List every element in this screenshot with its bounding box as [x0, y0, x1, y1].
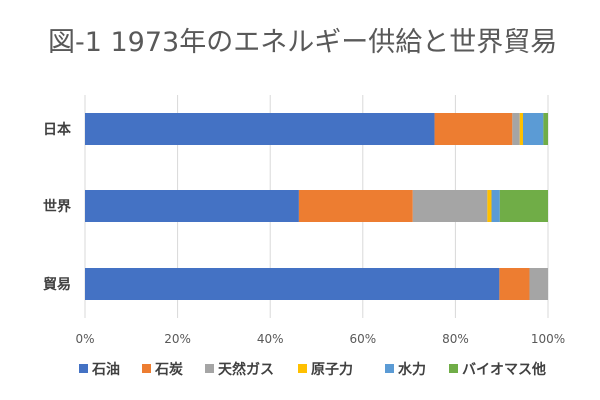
- x-tick-labels: 0% 20% 40% 60% 80% 100%: [75, 332, 565, 346]
- legend-swatch-2: [205, 364, 214, 373]
- legend-swatch-1: [142, 364, 151, 373]
- legend: 石油 石炭 天然ガス 原子力 水力 バイオマス他: [79, 361, 546, 378]
- x-tick-label-2: 40%: [257, 332, 284, 346]
- bar-segment-0-2: [512, 113, 520, 145]
- x-tick-label-1: 20%: [164, 332, 191, 346]
- legend-swatch-3: [298, 364, 307, 373]
- category-label-0: 日本: [43, 121, 72, 138]
- x-tick-label-5: 100%: [531, 332, 565, 346]
- bar-segment-2-2: [529, 268, 548, 300]
- category-label-1: 世界: [43, 198, 72, 215]
- bar-segment-0-0: [85, 113, 435, 145]
- category-label-2: 貿易: [43, 276, 71, 293]
- legend-label-1: 石炭: [154, 361, 183, 378]
- bar-segment-1-2: [412, 190, 488, 222]
- bar-segment-2-0: [85, 268, 500, 300]
- legend-label-5: バイオマス他: [462, 361, 546, 378]
- bar-segment-0-4: [522, 113, 544, 145]
- bar-segment-0-1: [434, 113, 513, 145]
- x-tick-label-4: 80%: [442, 332, 469, 346]
- bar-segment-0-3: [519, 113, 523, 145]
- bar-segment-1-5: [499, 190, 548, 222]
- chart-title: 図-1 1973年のエネルギー供給と世界貿易: [48, 27, 557, 58]
- bar-segment-1-3: [487, 190, 492, 222]
- legend-swatch-0: [79, 364, 88, 373]
- legend-label-3: 原子力: [311, 361, 353, 378]
- bar-segment-1-4: [491, 190, 500, 222]
- bar-segment-2-1: [499, 268, 530, 300]
- legend-label-4: 水力: [398, 361, 426, 378]
- legend-label-2: 天然ガス: [218, 361, 274, 378]
- bar-segment-0-5: [543, 113, 548, 145]
- legend-swatch-4: [385, 364, 394, 373]
- legend-swatch-5: [449, 364, 458, 373]
- bars: [85, 113, 548, 300]
- bar-segment-1-1: [298, 190, 413, 222]
- x-tick-label-0: 0%: [75, 332, 94, 346]
- bar-segment-1-0: [85, 190, 299, 222]
- legend-label-0: 石油: [91, 361, 120, 378]
- x-tick-label-3: 60%: [349, 332, 376, 346]
